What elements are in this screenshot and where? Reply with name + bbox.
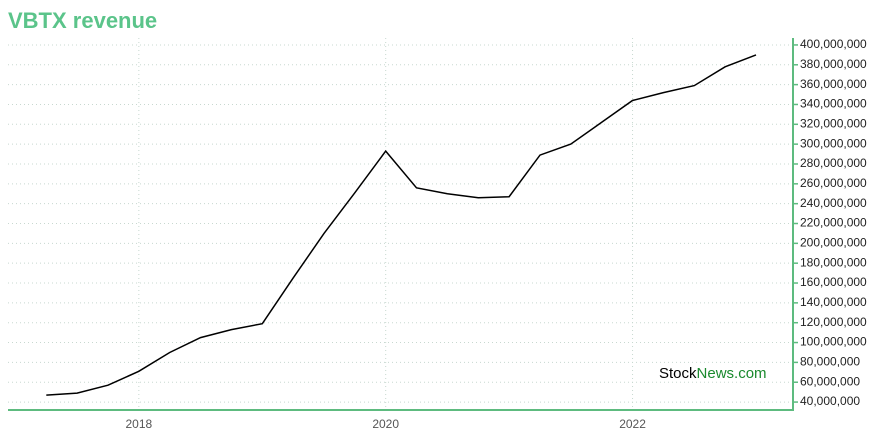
y-tick-label: 320,000,000: [800, 116, 867, 130]
y-tick-label: 140,000,000: [800, 295, 867, 309]
y-tick-label: 200,000,000: [800, 236, 867, 250]
x-tick-label: 2020: [372, 417, 399, 431]
y-tick-label: 100,000,000: [800, 335, 867, 349]
line-series: [46, 54, 757, 396]
y-tick-label: 180,000,000: [800, 255, 867, 269]
y-tick-label: 380,000,000: [800, 57, 867, 71]
y-tick-label: 120,000,000: [800, 315, 867, 329]
y-tick-label: 240,000,000: [800, 196, 867, 210]
x-tick-label: 2022: [619, 417, 646, 431]
y-tick-label: 40,000,000: [800, 394, 860, 408]
y-tick-label: 360,000,000: [800, 77, 867, 91]
chart-title: VBTX revenue: [8, 8, 157, 33]
y-tick-label: 80,000,000: [800, 355, 860, 369]
y-tick-label: 340,000,000: [800, 97, 867, 111]
watermark-part: Stock: [659, 365, 697, 382]
y-tick-label: 260,000,000: [800, 176, 867, 190]
y-tick-label: 300,000,000: [800, 136, 867, 150]
y-tick-label: 280,000,000: [800, 156, 867, 170]
y-tick-label: 400,000,000: [800, 37, 867, 51]
watermark: StockNews.com: [659, 365, 767, 382]
y-tick-label: 160,000,000: [800, 275, 867, 289]
y-tick-label: 60,000,000: [800, 374, 860, 388]
watermark-part: News.com: [697, 365, 767, 382]
x-tick-label: 2018: [125, 417, 152, 431]
y-tick-label: 220,000,000: [800, 216, 867, 230]
